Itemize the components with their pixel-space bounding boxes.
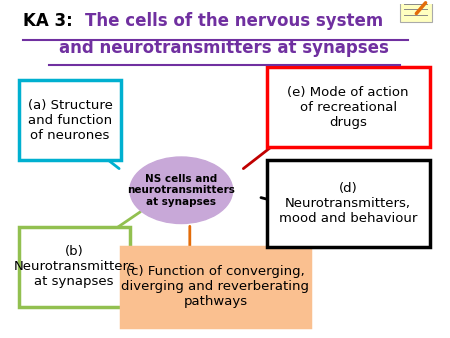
Text: KA 3:: KA 3: xyxy=(23,12,78,30)
FancyBboxPatch shape xyxy=(267,160,429,247)
FancyBboxPatch shape xyxy=(267,67,429,147)
Text: (b)
Neurotransmitters
at synapses: (b) Neurotransmitters at synapses xyxy=(14,245,135,288)
Text: (a) Structure
and function
of neurones: (a) Structure and function of neurones xyxy=(27,99,112,142)
FancyBboxPatch shape xyxy=(18,227,130,307)
Text: (d)
Neurotransmitters,
mood and behaviour: (d) Neurotransmitters, mood and behaviou… xyxy=(279,182,417,225)
Text: (c) Function of converging,
diverging and reverberating
pathways: (c) Function of converging, diverging an… xyxy=(122,265,310,308)
Text: NS cells and
neurotransmitters
at synapses: NS cells and neurotransmitters at synaps… xyxy=(127,174,235,207)
FancyBboxPatch shape xyxy=(122,247,310,327)
Text: The cells of the nervous system: The cells of the nervous system xyxy=(85,12,383,30)
Ellipse shape xyxy=(130,157,233,223)
FancyBboxPatch shape xyxy=(400,0,432,22)
Text: (e) Mode of action
of recreational
drugs: (e) Mode of action of recreational drugs xyxy=(288,86,409,128)
Text: and neurotransmitters at synapses: and neurotransmitters at synapses xyxy=(59,39,389,57)
FancyBboxPatch shape xyxy=(18,80,122,160)
